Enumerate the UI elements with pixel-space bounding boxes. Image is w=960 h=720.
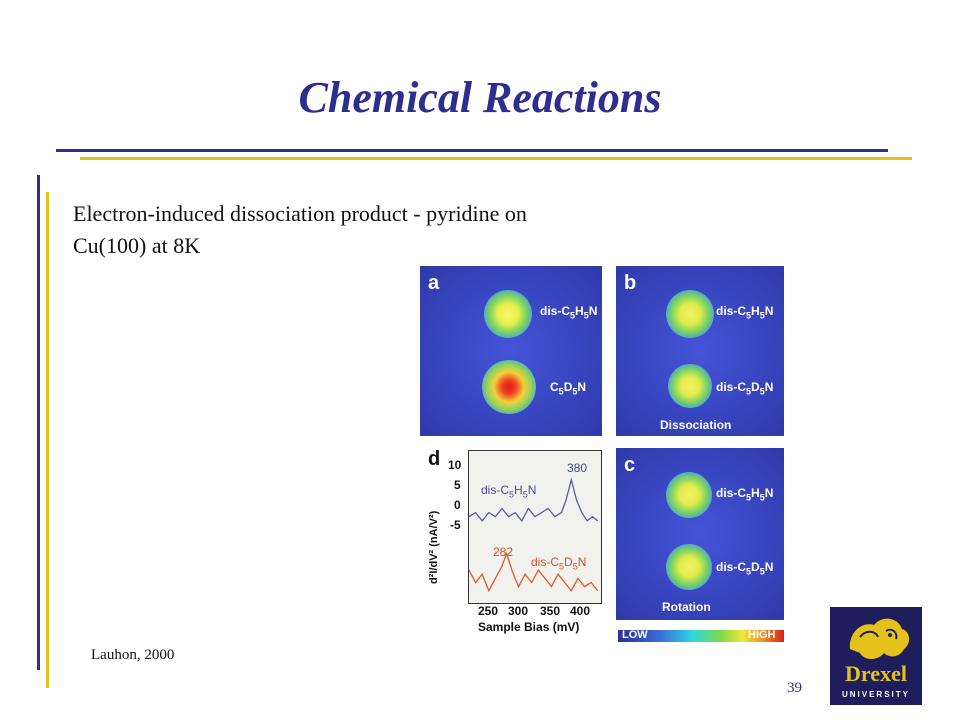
x-tick: 400 [570,604,591,618]
panel-c-top-label: dis-C5H5N [716,486,774,503]
left-bar-yellow [46,192,49,688]
panel-a: a dis-C5H5N C5D5N [420,266,602,436]
series-top-label: dis-C5H5N [481,483,537,500]
title-rule-blue [56,149,888,152]
svg-text:UNIVERSITY: UNIVERSITY [842,690,910,699]
x-tick: 350 [540,604,561,618]
molecule-blob [482,360,536,414]
left-bar-blue [37,175,40,670]
citation: Lauhon, 2000 [91,647,175,663]
spectra-svg [469,477,599,593]
molecule-blob [666,544,712,590]
y-tick: 10 [448,458,462,472]
panel-c-caption: Rotation [662,600,711,614]
colorbar-low: LOW [622,629,648,641]
molecule-blob [484,290,532,338]
panel-b: b dis-C5H5N dis-C5D5N Dissociation [616,266,784,436]
y-tick: 0 [454,498,461,512]
stm-figure: a dis-C5H5N C5D5N b dis-C5H5N dis-C5D5N … [420,262,792,648]
svg-text:Drexel: Drexel [845,661,907,686]
series-bottom-peak: 282 [493,545,514,559]
panel-a-top-label: dis-C5H5N [540,304,598,321]
molecule-blob [666,472,712,518]
panel-a-letter: a [428,272,440,294]
molecule-blob [666,290,714,338]
panel-b-bottom-label: dis-C5D5N [716,380,774,397]
panel-d-letter: d [428,448,441,470]
panel-b-top-label: dis-C5H5N [716,304,774,321]
spectrum-line-d5 [469,551,599,593]
y-tick: 5 [454,478,461,492]
slide-title: Chemical Reactions [298,73,662,122]
body-text: Electron-induced dissociation product - … [73,201,527,258]
panel-d-ylabel: d²I/dV² (nA/V²) [428,510,440,584]
panel-d-xlabel: Sample Bias (mV) [478,620,580,634]
panel-a-bottom-label: C5D5N [550,380,587,397]
drexel-logo: Drexel UNIVERSITY [830,607,922,705]
molecule-blob [668,364,712,408]
panel-b-letter: b [624,272,637,294]
panel-c-bottom-label: dis-C5D5N [716,560,774,577]
series-top-peak: 380 [567,461,588,475]
page-number: 39 [787,680,802,696]
dragon-icon: Drexel UNIVERSITY [842,618,910,699]
x-tick: 300 [508,604,529,618]
series-bottom-label: dis-C5D5N [531,555,587,572]
spectra-plot: dis-C5H5N 380 282 dis-C5D5N [468,450,602,604]
colorbar-high: HIGH [748,629,776,641]
panel-b-caption: Dissociation [660,418,732,432]
x-tick: 250 [478,604,499,618]
spectrum-line-h5 [469,477,599,522]
color-scale-bar [618,630,784,642]
panel-c: c dis-C5H5N dis-C5D5N Rotation [616,448,784,620]
panel-c-letter: c [624,454,636,476]
y-tick: -5 [450,518,461,532]
title-rule-yellow [80,157,912,160]
